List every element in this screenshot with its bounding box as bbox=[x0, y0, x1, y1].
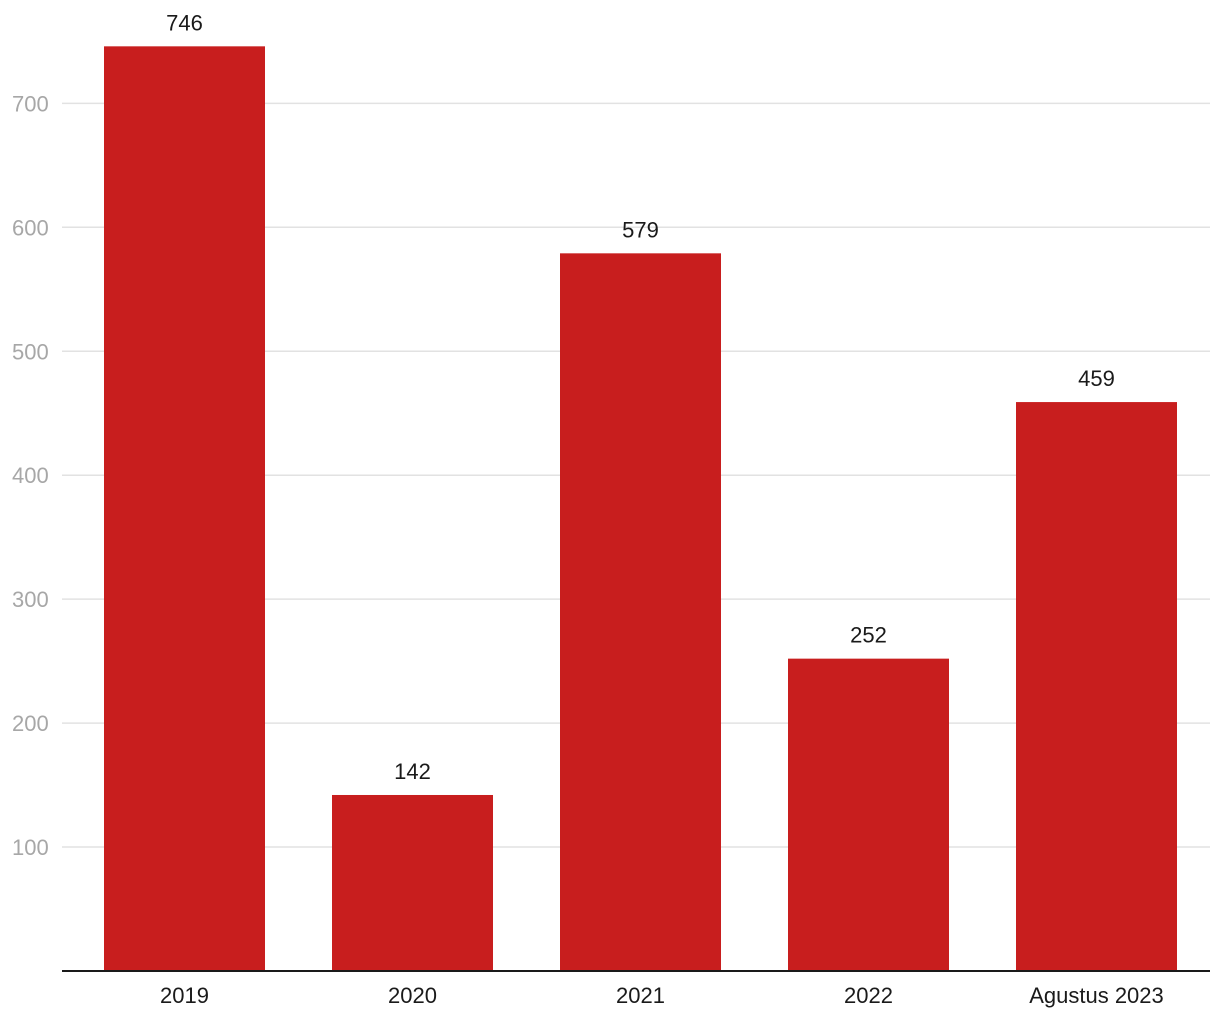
data-labels: 746 142 579 252 459 bbox=[166, 10, 1115, 784]
bars bbox=[104, 46, 1177, 972]
y-tick-label: 400 bbox=[12, 463, 49, 488]
bar bbox=[332, 794, 493, 971]
x-tick-label: 2021 bbox=[616, 983, 665, 1008]
y-tick-label: 100 bbox=[12, 835, 49, 860]
data-label: 746 bbox=[166, 10, 203, 35]
y-tick-label: 600 bbox=[12, 215, 49, 240]
bar bbox=[560, 253, 721, 972]
data-label: 252 bbox=[850, 623, 887, 648]
y-tick-label: 300 bbox=[12, 587, 49, 612]
bar bbox=[788, 658, 949, 971]
x-tick-label: 2022 bbox=[844, 983, 893, 1008]
x-tick-label: 2019 bbox=[160, 983, 209, 1008]
data-label: 459 bbox=[1078, 366, 1115, 391]
y-axis-ticks: 100 200 300 400 500 600 700 bbox=[12, 91, 49, 860]
data-label: 142 bbox=[394, 759, 431, 784]
y-tick-label: 500 bbox=[12, 339, 49, 364]
y-tick-label: 200 bbox=[12, 711, 49, 736]
x-axis-ticks: 2019 2020 2021 2022 Agustus 2023 bbox=[160, 983, 1164, 1008]
bar bbox=[104, 46, 265, 971]
x-tick-label: 2020 bbox=[388, 983, 437, 1008]
x-tick-label: Agustus 2023 bbox=[1029, 983, 1164, 1008]
y-tick-label: 700 bbox=[12, 91, 49, 116]
bar bbox=[1016, 402, 1177, 972]
data-label: 579 bbox=[622, 217, 659, 242]
